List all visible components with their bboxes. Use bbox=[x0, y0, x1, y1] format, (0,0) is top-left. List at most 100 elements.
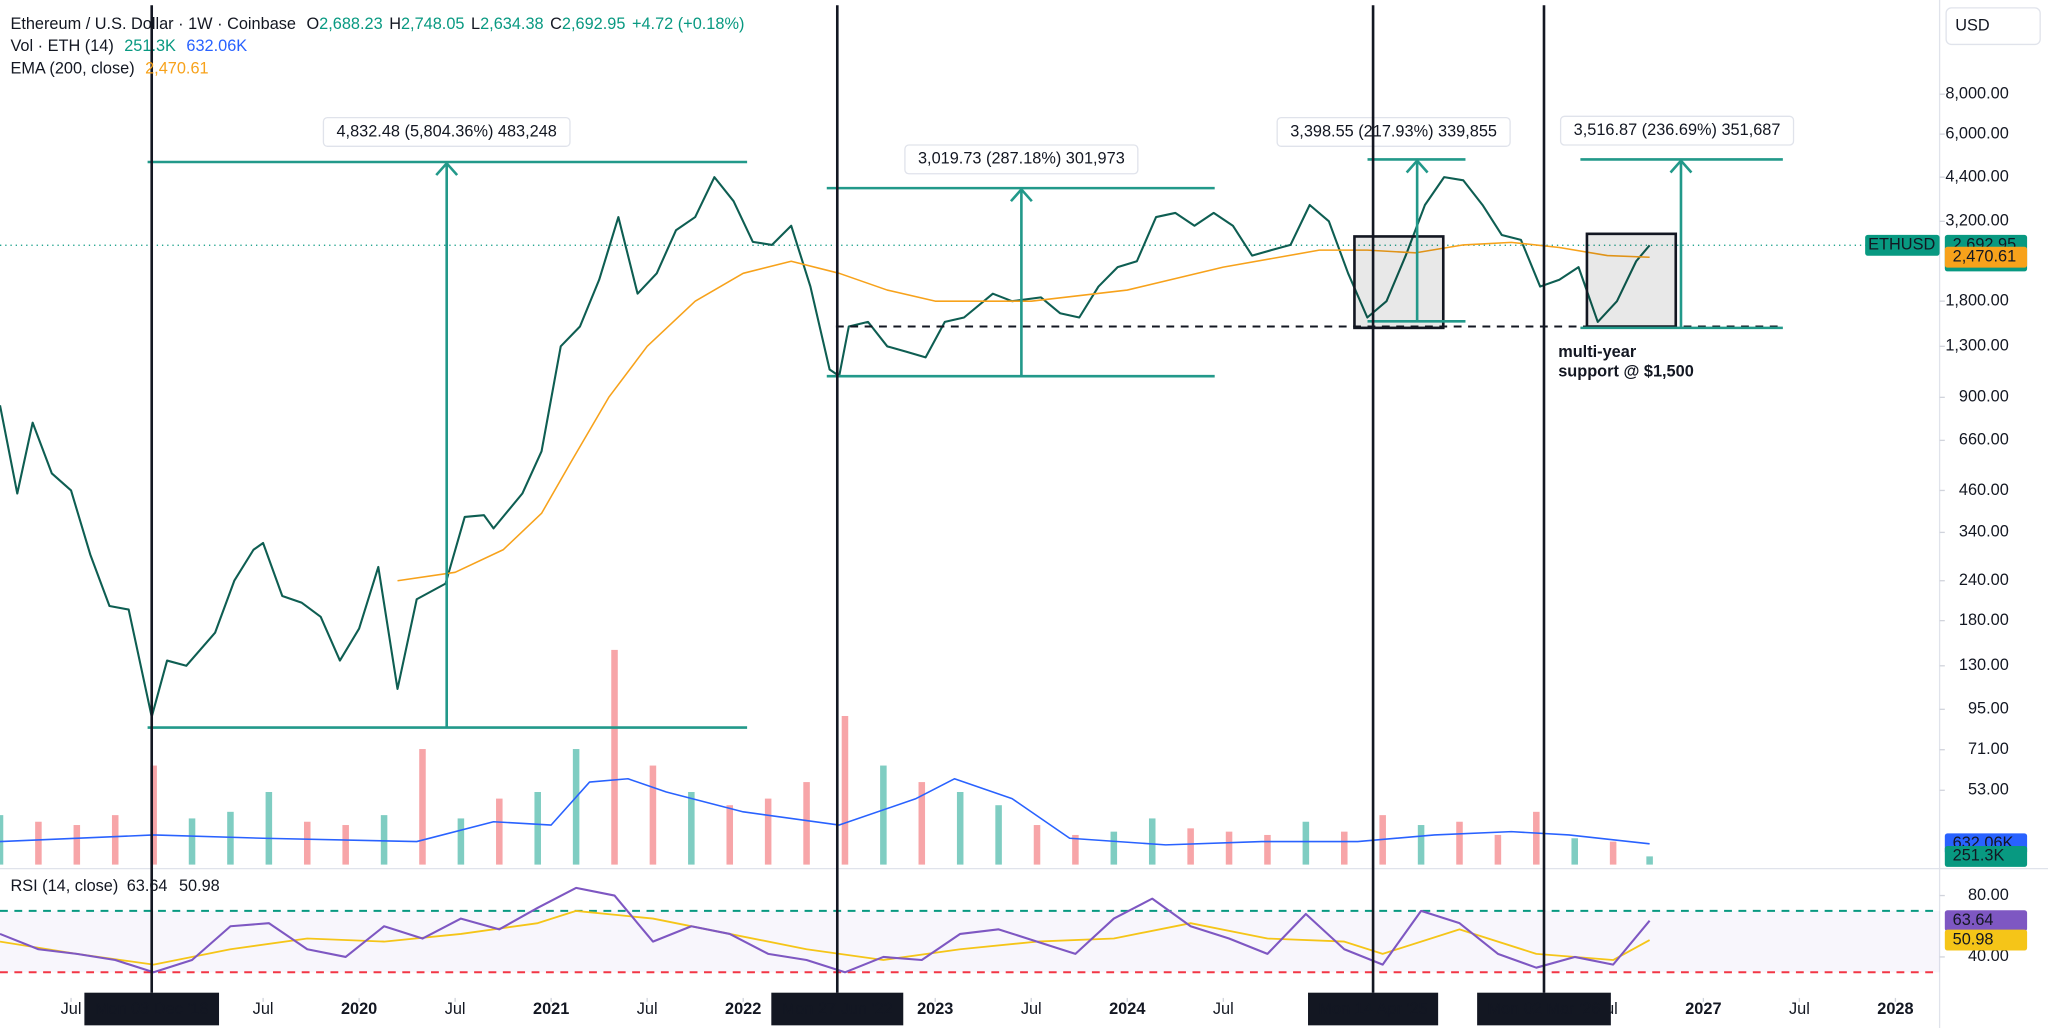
y-tick-label: 95.00 bbox=[1968, 700, 2009, 718]
highlight-box bbox=[1585, 232, 1678, 328]
rsi-tag bbox=[1944, 910, 2028, 932]
measure-label-box bbox=[1276, 116, 1511, 147]
volume-bar bbox=[1417, 825, 1425, 865]
volume-ma-value: 632.06K bbox=[186, 37, 247, 55]
volume-bar bbox=[956, 791, 964, 865]
measure-label-box bbox=[904, 144, 1139, 175]
highlight-box bbox=[1353, 235, 1445, 330]
x-tick-label: Jul bbox=[445, 1000, 466, 1018]
measure-label: 3,398.55 (217.93%) 339,855 bbox=[1290, 122, 1497, 140]
price-tag bbox=[1944, 246, 2028, 268]
volume-bar bbox=[1110, 831, 1118, 865]
price-pane bbox=[0, 176, 1940, 865]
volume-bar bbox=[188, 818, 196, 865]
rsi-legend-ma-value: 50.98 bbox=[179, 877, 220, 895]
volume-bar bbox=[1571, 838, 1578, 865]
volume-bar bbox=[1609, 841, 1617, 865]
ohlc-change: +4.72 (+0.18%) bbox=[632, 15, 744, 33]
date-marker-box bbox=[1477, 992, 1611, 1026]
volume-bar bbox=[457, 818, 465, 865]
y-tick-label: 1,800.00 bbox=[1945, 291, 2009, 309]
volume-bar bbox=[1646, 856, 1653, 865]
measure-label-box bbox=[322, 116, 571, 147]
rsi-line bbox=[0, 886, 1651, 974]
x-tick-label: 2028 bbox=[1877, 1000, 1913, 1018]
y-tick-label: 180.00 bbox=[1959, 611, 2009, 629]
volume-bar bbox=[918, 782, 926, 865]
volume-legend: Vol · ETH (14) bbox=[10, 37, 113, 55]
ohlc-value: 2,688.23 bbox=[319, 15, 383, 33]
volume-bar bbox=[764, 798, 772, 865]
rsi-tick-label: 80.00 bbox=[1968, 886, 2009, 904]
ohlc-key: H bbox=[389, 15, 401, 33]
x-tick-label: Jul bbox=[1021, 1000, 1042, 1018]
volume-bar bbox=[688, 791, 695, 865]
volume-bar bbox=[1225, 831, 1233, 865]
y-tick-label: 53.00 bbox=[1968, 781, 2009, 799]
volume-bar bbox=[1148, 818, 1156, 865]
volume-bar bbox=[572, 749, 580, 865]
volume-bar bbox=[1033, 825, 1041, 865]
ohlc-key: C bbox=[550, 15, 562, 33]
ema-line bbox=[397, 241, 1650, 582]
volume-bar bbox=[1456, 821, 1463, 865]
rsi-tick-label: 40.00 bbox=[1968, 947, 2009, 965]
volume-bar bbox=[649, 765, 657, 865]
volume-value: 251.3K bbox=[124, 37, 176, 55]
rsi-legend-value: 63.64 bbox=[127, 877, 168, 895]
header-symbol: Ethereum / U.S. Dollar · 1W · Coinbase O2… bbox=[10, 15, 744, 33]
header-ema: EMA (200, close) 2,470.61 bbox=[10, 60, 208, 78]
volume-bar bbox=[995, 805, 1002, 865]
date-marker-box bbox=[1308, 992, 1439, 1026]
y-tick-label: 900.00 bbox=[1959, 388, 2009, 406]
y-tick-label: 3,200.00 bbox=[1945, 212, 2009, 230]
volume-bar bbox=[303, 821, 311, 865]
y-tick-label: 6,000.00 bbox=[1945, 124, 2009, 142]
currency[interactable]: USD bbox=[1955, 16, 1989, 34]
x-tick-label: Jul bbox=[253, 1000, 274, 1018]
volume-bar bbox=[380, 815, 388, 865]
y-tick-label: 8,000.00 bbox=[1945, 85, 2009, 103]
y-tick-label: 71.00 bbox=[1968, 740, 2009, 758]
date-marker-label: Mon 02 Mar '26 bbox=[1488, 1000, 1601, 1018]
price-tag-label: 2,470.61 bbox=[1953, 248, 2017, 266]
volume-bar bbox=[1187, 828, 1194, 865]
ohlc-value: 2,634.38 bbox=[480, 15, 543, 33]
measure-label-box bbox=[1559, 115, 1795, 146]
volume-bar bbox=[1264, 834, 1271, 865]
ohlc-key: O bbox=[306, 15, 319, 33]
currency-box[interactable] bbox=[1945, 7, 2041, 46]
measure-arrowhead bbox=[435, 161, 459, 176]
volume-bar bbox=[35, 821, 42, 865]
x-tick-label: Jul bbox=[1213, 1000, 1234, 1018]
y-tick-label: 4,400.00 bbox=[1945, 167, 2009, 185]
measure-label: 3,516.87 (236.69%) 351,687 bbox=[1574, 121, 1781, 139]
date-marker-label: Mon 03 Dec '18 bbox=[95, 1000, 209, 1018]
measure-arrowhead bbox=[1669, 158, 1693, 174]
y-tick-label: 660.00 bbox=[1959, 431, 2009, 449]
volume-bar bbox=[496, 798, 503, 865]
volume-tag bbox=[1944, 845, 2028, 867]
volume-bar bbox=[1341, 831, 1348, 865]
volume-ma-line bbox=[0, 777, 1650, 846]
rsi-tag-label: 63.64 bbox=[1953, 911, 1994, 929]
measure-label: 4,832.48 (5,804.36%) 483,248 bbox=[336, 122, 556, 140]
date-marker-box bbox=[771, 992, 904, 1026]
measure-label: 3,019.73 (287.18%) 301,973 bbox=[918, 150, 1125, 168]
x-tick-label: Jul bbox=[61, 1000, 82, 1018]
ema-value: 2,470.61 bbox=[145, 60, 209, 78]
overlay: multi-year support @ $1,500 4,832.48 (5,80… bbox=[84, 5, 2028, 1026]
price-line bbox=[0, 176, 1651, 718]
y-tick-label: 1,300.00 bbox=[1945, 337, 2009, 355]
rsi-tag-label: 50.98 bbox=[1953, 930, 1994, 948]
date-marker-label: Mon 14 Apr '25 bbox=[1318, 1000, 1427, 1018]
ohlc-value: 2,748.05 bbox=[401, 15, 465, 33]
volume-bar bbox=[419, 749, 426, 865]
volume-bar bbox=[265, 791, 273, 865]
volume-bar bbox=[0, 815, 4, 865]
ema-legend: EMA (200, close) bbox=[10, 60, 134, 78]
volume-bar bbox=[1302, 821, 1310, 865]
